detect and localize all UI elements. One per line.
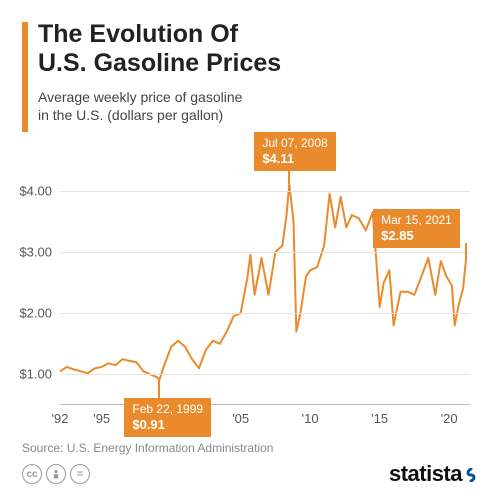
x-axis-label: '10	[302, 411, 319, 426]
nd-icon: =	[70, 464, 90, 484]
callout: Feb 22, 1999$0.91	[124, 398, 211, 437]
x-axis-label: '95	[93, 411, 110, 426]
cc-icon: cc	[22, 464, 42, 484]
title-line-2: U.S. Gasoline Prices	[38, 49, 281, 77]
callout-value: $4.11	[262, 151, 327, 167]
title-line-1: The Evolution Of	[38, 20, 238, 48]
gridline	[60, 191, 470, 192]
subtitle-line-2: in the U.S. (dollars per gallon)	[38, 107, 223, 123]
callout-stick	[288, 166, 290, 184]
gridline	[60, 252, 470, 253]
y-axis-label: $1.00	[19, 367, 52, 382]
footer: cc = statista	[22, 461, 478, 488]
callout: Jul 07, 2008$4.11	[254, 132, 335, 171]
callout-date: Jul 07, 2008	[262, 136, 327, 151]
y-axis-label: $2.00	[19, 306, 52, 321]
chart-title: The Evolution Of U.S. Gasoline Prices	[38, 20, 281, 78]
by-icon	[46, 464, 66, 484]
callout: Mar 15, 2021$2.85	[373, 209, 460, 248]
callout-stick	[158, 380, 160, 398]
brand-text: statista	[389, 461, 462, 486]
brand-logo: statista	[389, 461, 478, 488]
callout-value: $2.85	[381, 228, 452, 244]
x-axis-label: '05	[232, 411, 249, 426]
line-series	[60, 160, 470, 405]
y-axis-label: $3.00	[19, 244, 52, 259]
gridline	[60, 374, 470, 375]
gridline	[60, 313, 470, 314]
x-axis-label: '92	[52, 411, 69, 426]
brand-dot-icon	[464, 462, 478, 488]
license-row: cc =	[22, 464, 90, 484]
header-accent-bar	[22, 22, 28, 132]
subtitle-line-1: Average weekly price of gasoline	[38, 89, 242, 105]
callout-date: Feb 22, 1999	[132, 402, 203, 417]
chart-subtitle: Average weekly price of gasoline in the …	[38, 88, 242, 124]
line-chart: $1.00$2.00$3.00$4.00'92'95'00'05'10'15'2…	[60, 160, 470, 405]
y-axis-label: $4.00	[19, 183, 52, 198]
callout-date: Mar 15, 2021	[381, 213, 452, 228]
x-axis-label: '15	[371, 411, 388, 426]
callout-value: $0.91	[132, 417, 203, 433]
x-axis-label: '20	[441, 411, 458, 426]
callout-stick	[465, 243, 467, 261]
source-attribution: Source: U.S. Energy Information Administ…	[22, 441, 273, 455]
